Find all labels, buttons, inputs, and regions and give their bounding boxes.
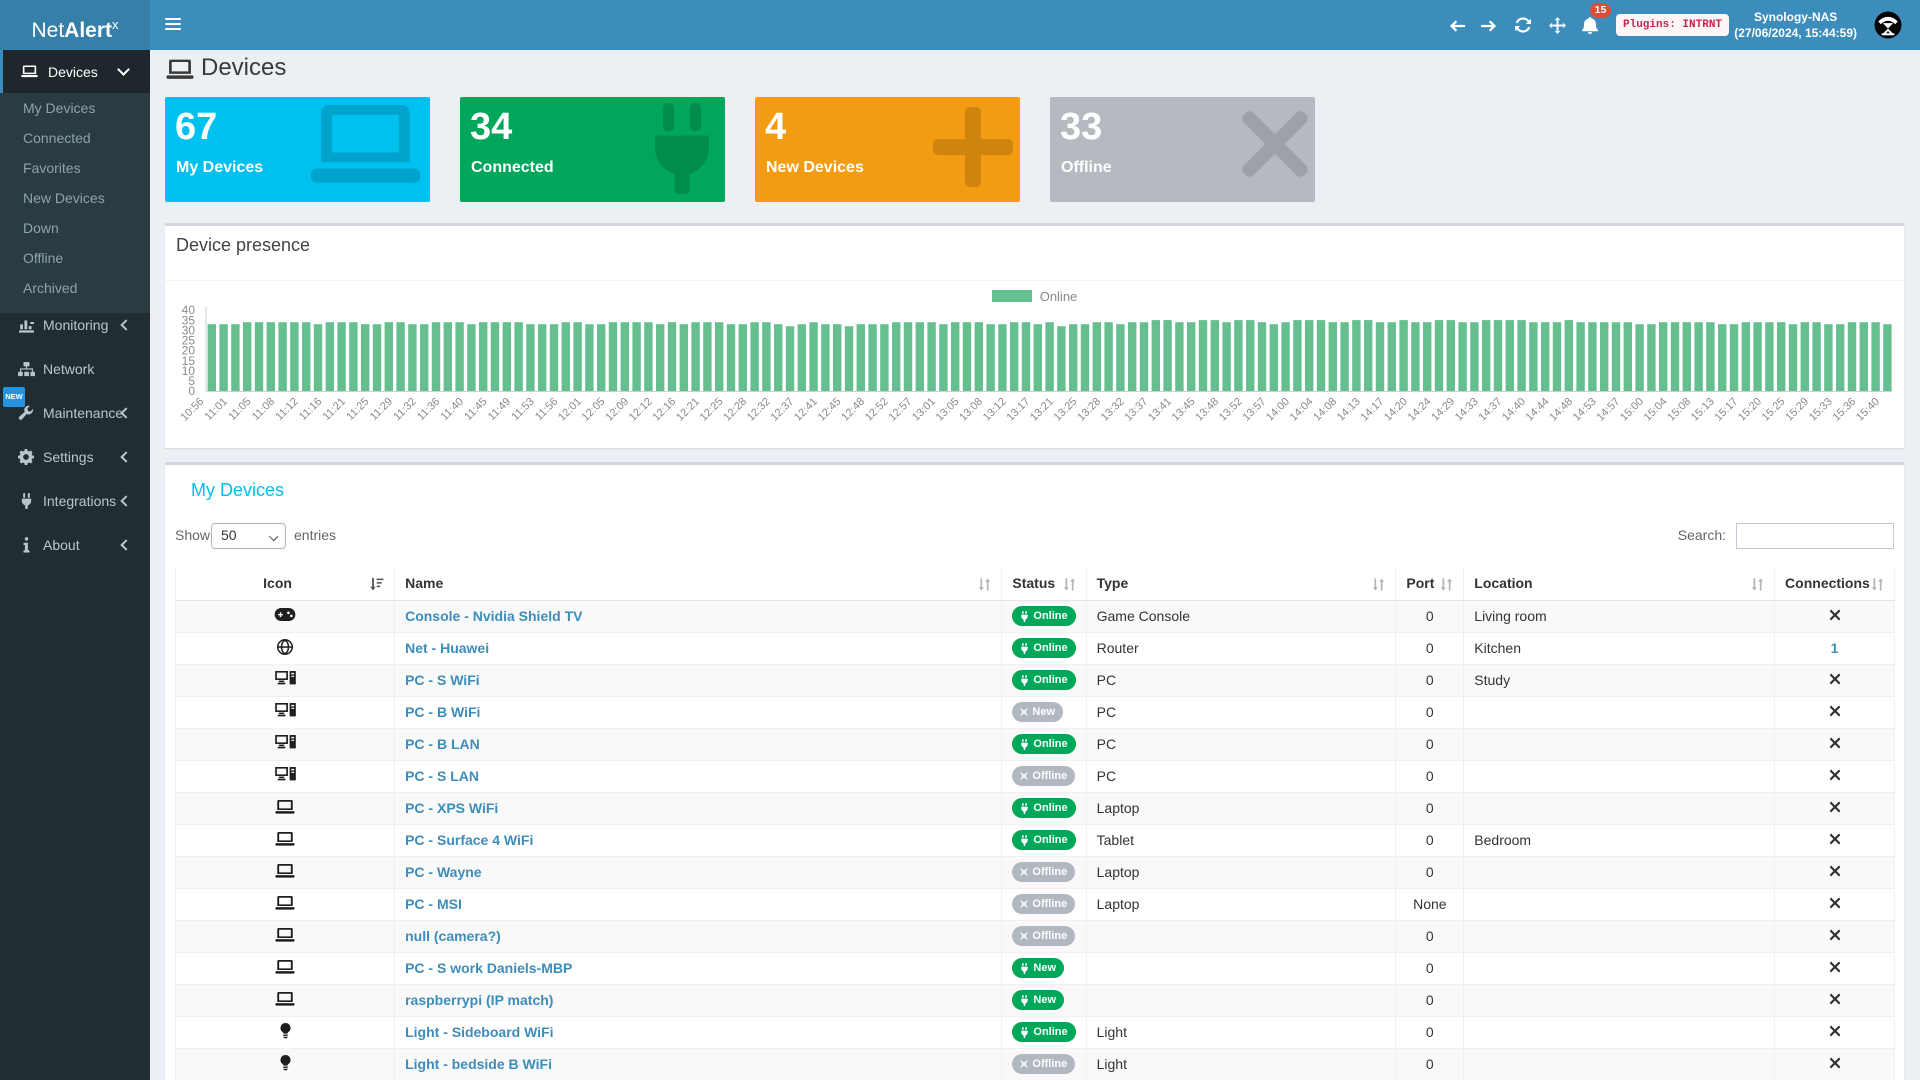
svg-text:15:29: 15:29 xyxy=(1783,396,1811,424)
svg-text:13:17: 13:17 xyxy=(1004,396,1032,424)
svg-text:13:05: 13:05 xyxy=(934,396,962,424)
svg-text:15:08: 15:08 xyxy=(1665,396,1693,424)
svg-text:11:53: 11:53 xyxy=(509,396,536,423)
svg-text:13:52: 13:52 xyxy=(1217,396,1245,424)
svg-text:13:28: 13:28 xyxy=(1075,396,1103,424)
svg-text:14:17: 14:17 xyxy=(1358,396,1386,424)
svg-text:13:48: 13:48 xyxy=(1193,396,1221,424)
svg-text:15:40: 15:40 xyxy=(1854,396,1882,424)
svg-text:14:13: 14:13 xyxy=(1335,396,1363,424)
svg-text:14:37: 14:37 xyxy=(1476,396,1504,424)
svg-text:12:37: 12:37 xyxy=(768,396,796,424)
svg-text:15:17: 15:17 xyxy=(1712,396,1740,424)
svg-text:10:56: 10:56 xyxy=(178,396,206,424)
svg-text:10: 10 xyxy=(182,364,196,378)
svg-text:13:21: 13:21 xyxy=(1028,396,1056,424)
svg-text:12:48: 12:48 xyxy=(839,396,867,424)
svg-text:20: 20 xyxy=(182,344,196,358)
svg-text:25: 25 xyxy=(182,334,196,348)
svg-text:14:20: 14:20 xyxy=(1382,396,1410,424)
svg-text:13:25: 13:25 xyxy=(1052,396,1080,424)
svg-text:14:48: 14:48 xyxy=(1547,396,1575,424)
svg-text:11:05: 11:05 xyxy=(226,396,253,423)
svg-text:11:29: 11:29 xyxy=(368,396,395,423)
svg-text:15:00: 15:00 xyxy=(1618,396,1646,424)
svg-text:12:45: 12:45 xyxy=(816,396,844,424)
svg-text:14:40: 14:40 xyxy=(1500,396,1528,424)
svg-text:12:32: 12:32 xyxy=(745,396,773,424)
svg-text:11:32: 11:32 xyxy=(391,396,418,423)
svg-text:14:00: 14:00 xyxy=(1264,396,1292,424)
svg-text:11:12: 11:12 xyxy=(273,396,300,423)
svg-text:14:04: 14:04 xyxy=(1288,396,1316,424)
svg-text:13:57: 13:57 xyxy=(1240,396,1268,424)
svg-text:15:04: 15:04 xyxy=(1642,396,1670,424)
svg-text:11:01: 11:01 xyxy=(203,396,230,423)
svg-text:11:40: 11:40 xyxy=(439,396,466,423)
svg-text:5: 5 xyxy=(188,374,195,388)
svg-text:12:21: 12:21 xyxy=(674,396,702,424)
svg-text:15: 15 xyxy=(182,354,196,368)
svg-text:13:08: 13:08 xyxy=(957,396,985,424)
svg-text:12:16: 12:16 xyxy=(650,396,678,424)
svg-text:13:45: 13:45 xyxy=(1170,396,1198,424)
svg-text:14:57: 14:57 xyxy=(1594,396,1622,424)
svg-text:15:13: 15:13 xyxy=(1689,396,1717,424)
svg-text:13:37: 13:37 xyxy=(1122,396,1150,424)
svg-text:13:12: 13:12 xyxy=(981,396,1009,424)
svg-text:15:20: 15:20 xyxy=(1736,396,1764,424)
svg-text:14:44: 14:44 xyxy=(1524,396,1552,424)
svg-text:13:01: 13:01 xyxy=(910,396,938,424)
svg-text:30: 30 xyxy=(182,323,196,337)
svg-text:11:08: 11:08 xyxy=(250,396,277,423)
svg-text:14:33: 14:33 xyxy=(1453,396,1481,424)
svg-text:11:45: 11:45 xyxy=(462,396,489,423)
svg-text:11:21: 11:21 xyxy=(321,396,348,423)
svg-text:14:08: 14:08 xyxy=(1311,396,1339,424)
svg-text:15:36: 15:36 xyxy=(1830,396,1858,424)
svg-text:35: 35 xyxy=(182,313,196,327)
svg-text:11:56: 11:56 xyxy=(533,396,560,423)
svg-text:13:32: 13:32 xyxy=(1099,396,1127,424)
svg-text:14:29: 14:29 xyxy=(1429,396,1457,424)
svg-text:11:16: 11:16 xyxy=(297,396,324,423)
svg-text:12:01: 12:01 xyxy=(556,396,584,424)
svg-text:0: 0 xyxy=(188,384,195,398)
svg-text:12:28: 12:28 xyxy=(721,396,749,424)
svg-text:13:41: 13:41 xyxy=(1146,396,1174,424)
svg-text:12:25: 12:25 xyxy=(698,396,726,424)
svg-text:14:24: 14:24 xyxy=(1406,396,1434,424)
svg-text:12:57: 12:57 xyxy=(886,396,914,424)
svg-text:12:41: 12:41 xyxy=(792,396,820,424)
svg-text:15:25: 15:25 xyxy=(1760,396,1788,424)
svg-text:15:33: 15:33 xyxy=(1807,396,1835,424)
svg-text:11:25: 11:25 xyxy=(344,396,371,423)
svg-text:12:12: 12:12 xyxy=(627,396,655,424)
svg-text:14:53: 14:53 xyxy=(1571,396,1599,424)
svg-text:11:49: 11:49 xyxy=(486,396,513,423)
svg-text:11:36: 11:36 xyxy=(415,396,442,423)
svg-text:12:05: 12:05 xyxy=(580,396,608,424)
svg-text:40: 40 xyxy=(182,303,196,317)
svg-text:12:52: 12:52 xyxy=(863,396,891,424)
svg-text:12:09: 12:09 xyxy=(603,396,631,424)
